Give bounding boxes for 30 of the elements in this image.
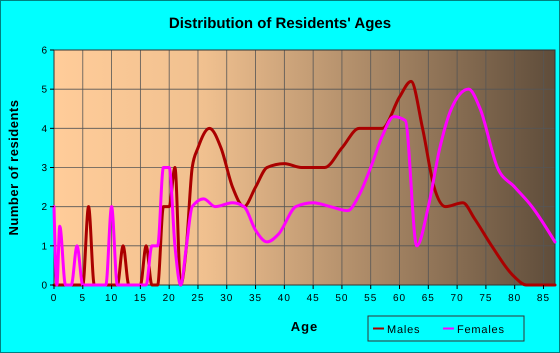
y-tick-label: 6 xyxy=(41,46,48,56)
x-tick-label: 80 xyxy=(508,293,522,304)
x-tick-label: 55 xyxy=(364,293,378,304)
x-tick-label: 45 xyxy=(306,293,320,304)
x-axis-title: Age xyxy=(290,319,318,334)
x-tick-label: 15 xyxy=(134,293,147,304)
x-tick-label: 5 xyxy=(80,293,86,304)
x-tick-label: 70 xyxy=(450,293,464,304)
y-tick-label: 3 xyxy=(41,163,48,174)
x-tick-label: 50 xyxy=(335,293,348,304)
y-tick-label: 1 xyxy=(41,241,48,252)
x-tick-label: 25 xyxy=(191,293,205,304)
x-tick-label: 30 xyxy=(220,293,234,304)
x-tick-label: 65 xyxy=(422,293,435,304)
x-tick-label: 20 xyxy=(162,293,176,304)
y-axis-title: Number of residents xyxy=(6,100,21,236)
y-tick-label: 4 xyxy=(41,124,48,135)
y-tick-label: 2 xyxy=(41,202,48,214)
chart-title: Distribution of Residents' Ages xyxy=(168,15,392,32)
x-tick-label: 10 xyxy=(105,293,118,304)
legend-label: Females xyxy=(457,324,505,336)
x-tick-label: 60 xyxy=(392,293,406,304)
y-tick-label: 0 xyxy=(41,280,48,292)
x-tick-label: 85 xyxy=(536,293,550,304)
x-tick-label: 40 xyxy=(278,293,291,304)
y-tick-label: 5 xyxy=(41,84,48,96)
x-tick-label: 0 xyxy=(50,293,58,304)
x-tick-label: 35 xyxy=(248,293,262,304)
x-tick-label: 75 xyxy=(479,293,492,304)
legend-label: Males xyxy=(387,324,420,336)
